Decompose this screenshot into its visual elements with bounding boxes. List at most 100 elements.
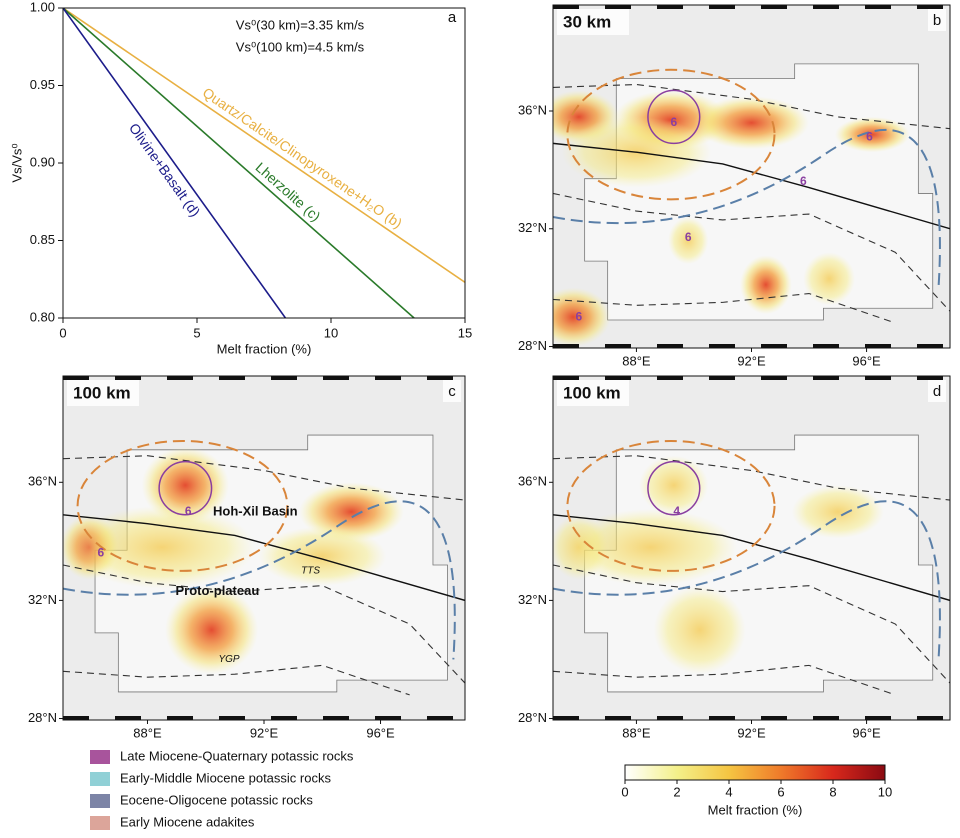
y-tick-label: 1.00 — [30, 0, 55, 14]
frame-bar — [917, 5, 943, 9]
map-label: 6 — [185, 504, 192, 518]
frame-bar — [323, 376, 349, 380]
panel-label-box — [443, 380, 461, 402]
melt-anomaly — [258, 526, 387, 586]
frame-bar — [917, 344, 943, 348]
frame-bar — [813, 376, 839, 380]
frame-bar — [865, 716, 891, 720]
suture — [553, 192, 950, 312]
frame-bar — [219, 376, 245, 380]
suture — [63, 564, 465, 684]
frame-bar — [553, 716, 579, 720]
line — [63, 8, 465, 284]
frame-bar — [63, 376, 89, 380]
frame-bar — [917, 376, 943, 380]
depth-label: 100 km — [73, 383, 131, 402]
lat-tick-label: 36°N — [518, 474, 547, 489]
contour — [647, 460, 701, 516]
frame-bar — [427, 376, 453, 380]
map-label: YGP — [218, 654, 239, 665]
melt-anomaly — [553, 287, 611, 347]
frame-bar — [917, 716, 943, 720]
frame-bar — [553, 344, 579, 348]
suture — [63, 514, 465, 602]
frame-bar — [709, 376, 735, 380]
legend-label: Late Miocene-Quaternary potassic rocks — [120, 748, 354, 763]
frame-bar — [375, 716, 401, 720]
frame-bar — [709, 344, 735, 348]
frame-bar — [605, 344, 631, 348]
melt-anomaly — [834, 116, 910, 153]
frame-bar — [761, 376, 787, 380]
suture — [553, 564, 950, 684]
lon-tick-label: 92°E — [250, 725, 279, 740]
frame-bar — [657, 5, 683, 9]
frame-bar — [115, 716, 141, 720]
y-tick-label: 0.80 — [30, 309, 55, 324]
lat-tick-label: 28°N — [518, 338, 547, 353]
panel-label-box — [928, 9, 946, 31]
legend-swatch — [90, 816, 110, 830]
lat-tick-label: 36°N — [28, 474, 57, 489]
depth-label: 100 km — [563, 383, 621, 402]
colorbar-tick-label: 2 — [673, 784, 680, 799]
frame-bar — [553, 376, 579, 380]
x-axis-label: Melt fraction (%) — [217, 341, 312, 356]
blue-boundary — [63, 500, 456, 660]
frame-bar — [709, 716, 735, 720]
melt-anomaly — [639, 455, 709, 515]
panel-label: d — [933, 383, 941, 400]
map-label: 6 — [670, 115, 677, 129]
legend-label: Early Miocene adakites — [120, 814, 255, 829]
legend-label: Eocene-Oligocene potassic rocks — [120, 792, 313, 807]
frame-bar — [865, 376, 891, 380]
frame-bar — [375, 376, 401, 380]
lat-tick-label: 28°N — [28, 710, 57, 725]
suture — [553, 514, 950, 602]
lon-tick-label: 92°E — [737, 353, 766, 368]
melt-anomaly — [803, 252, 856, 306]
lon-tick-label: 88°E — [133, 725, 162, 740]
frame-bar — [761, 344, 787, 348]
melt-anomaly — [164, 585, 259, 675]
colorbar-label: Melt fraction (%) — [708, 802, 803, 817]
suture — [63, 664, 410, 696]
y-tick-label: 0.95 — [30, 77, 55, 92]
suture — [553, 83, 950, 130]
frame-bar — [219, 716, 245, 720]
depth-box — [67, 380, 139, 406]
map-label: 4 — [673, 504, 680, 518]
orange-boundary — [76, 439, 289, 572]
melt-anomaly — [668, 216, 709, 265]
frame-bar — [657, 716, 683, 720]
frame-bar — [271, 376, 297, 380]
frame-bar — [115, 376, 141, 380]
map-body — [553, 5, 950, 348]
lon-tick-label: 96°E — [852, 353, 881, 368]
panel-label: b — [933, 12, 941, 29]
melt-anomaly — [791, 485, 884, 539]
melt-anomaly — [298, 482, 404, 542]
lat-tick-label: 32°N — [518, 592, 547, 607]
annotation: Vs⁰(30 km)=3.35 km/s — [236, 17, 365, 32]
depth-box — [557, 9, 629, 35]
x-tick-label: 15 — [458, 325, 472, 340]
frame-bar — [813, 716, 839, 720]
x-tick-label: 10 — [324, 325, 338, 340]
colorbar-tick-label: 0 — [621, 784, 628, 799]
line-label: Olivine+Basalt (d) — [126, 120, 204, 219]
map-frame — [62, 375, 466, 721]
colorbar — [624, 764, 886, 781]
frame-bar — [167, 716, 193, 720]
map-label: Hoh-Xil Basin — [213, 503, 298, 518]
colorbar-tick-label: 6 — [777, 784, 784, 799]
legend-swatch — [90, 772, 110, 786]
lat-tick-label: 36°N — [518, 102, 547, 117]
frame-bar — [813, 5, 839, 9]
panel-label: c — [448, 383, 456, 400]
frame-bar — [865, 5, 891, 9]
frame-bar — [865, 344, 891, 348]
frame-bar — [657, 376, 683, 380]
frame-bar — [553, 5, 579, 9]
legend-label: Early-Middle Miocene potassic rocks — [120, 770, 331, 785]
